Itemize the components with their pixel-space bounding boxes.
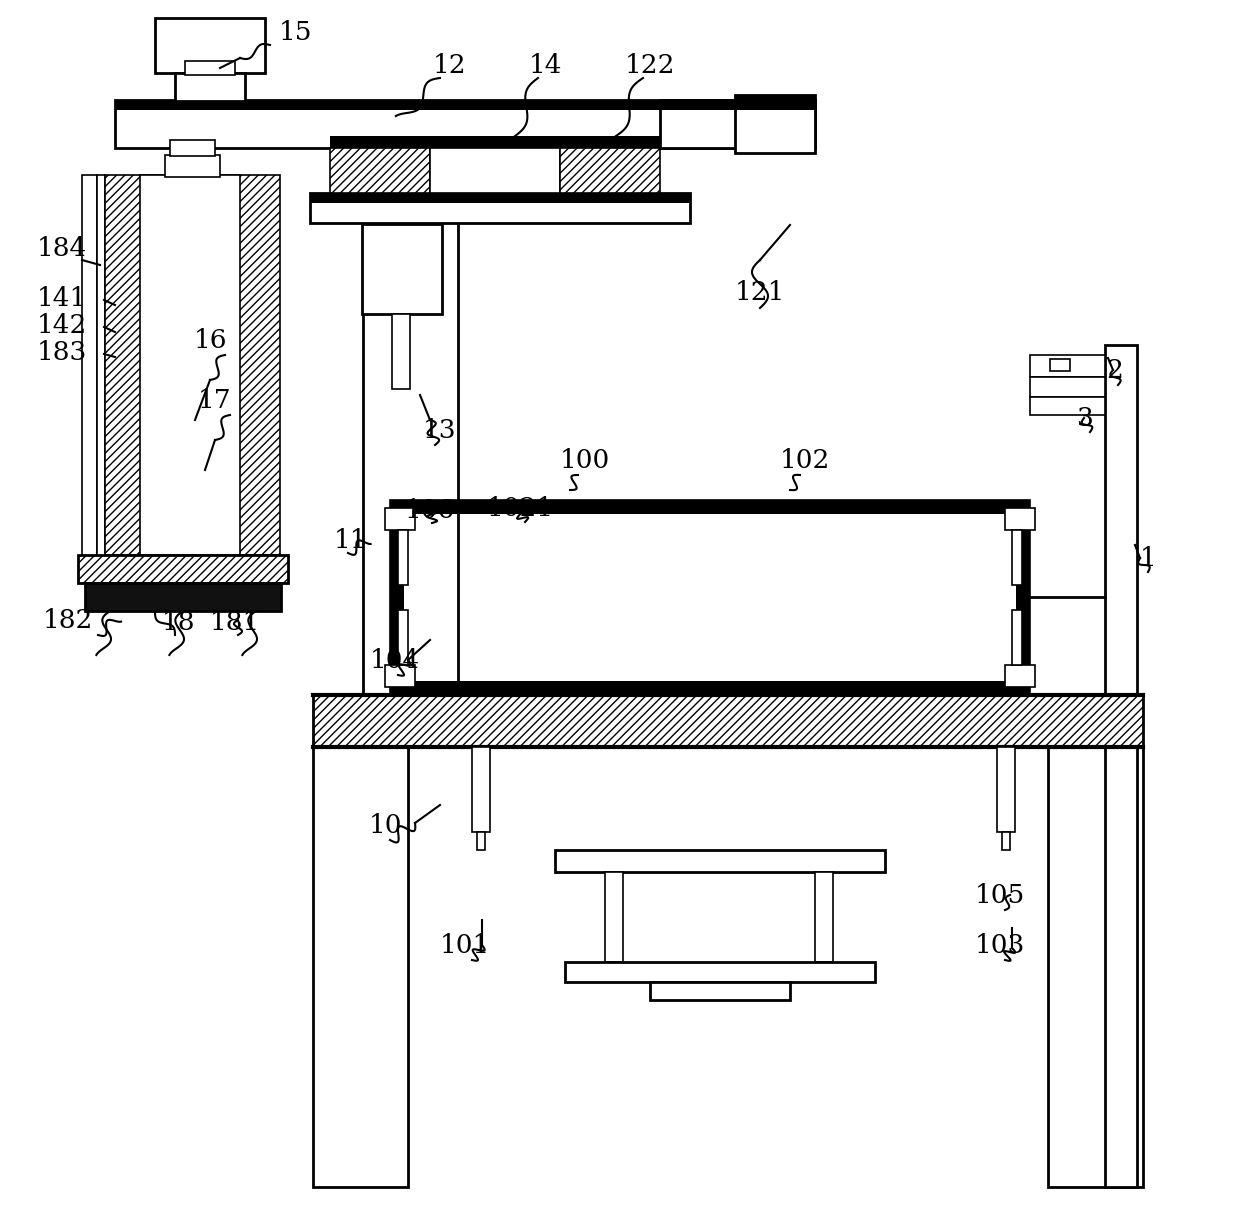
Bar [312,695,1143,747]
Text: 13: 13 [423,418,456,442]
Bar [170,140,215,156]
Bar [1004,508,1035,530]
Text: 184: 184 [37,235,87,260]
Bar [735,95,815,105]
Bar [660,100,815,110]
Bar [1012,610,1022,665]
Bar [392,314,410,389]
Bar [105,175,280,554]
Bar [78,554,288,583]
Text: 142: 142 [37,313,87,338]
Text: 121: 121 [735,280,785,304]
Bar [312,747,408,1186]
Text: 14: 14 [528,53,562,78]
Text: 12: 12 [433,53,466,78]
Text: 10: 10 [368,812,402,838]
Bar [430,148,560,193]
Text: 106: 106 [405,498,455,522]
Bar [650,982,790,1000]
Bar [362,224,441,314]
Text: 181: 181 [210,610,260,634]
Text: 3: 3 [1076,405,1094,430]
Text: 18: 18 [161,610,195,634]
Text: 11: 11 [334,527,367,552]
Text: 102: 102 [780,447,831,473]
Text: 15: 15 [278,20,311,44]
Bar [398,530,408,585]
Bar [735,95,815,153]
Bar [605,872,622,962]
Bar [97,175,105,570]
Bar [89,585,277,609]
Text: 16: 16 [193,328,227,352]
Bar [1004,665,1035,687]
Bar [560,148,660,193]
Bar [86,583,281,611]
Text: 182: 182 [43,607,93,632]
Text: 17: 17 [198,388,232,413]
Bar [1105,345,1137,1186]
Bar [140,175,241,554]
Bar [384,665,415,687]
Bar [660,100,815,148]
Bar [1030,377,1105,397]
Bar [185,62,236,75]
Bar [330,136,660,148]
Bar [310,193,689,223]
Bar [165,155,219,177]
Text: 1021: 1021 [486,495,553,520]
Bar [115,100,815,110]
Text: 1: 1 [1140,546,1157,570]
Bar [363,148,458,731]
Bar [310,193,689,203]
Bar [330,148,430,193]
Bar [175,73,246,101]
Bar [1050,359,1070,371]
Bar [815,872,833,962]
Text: 105: 105 [975,882,1025,908]
Bar [398,610,408,665]
Bar [155,18,265,73]
Bar [477,832,485,850]
Bar [82,175,97,570]
Bar [1002,832,1011,850]
Text: 100: 100 [560,447,610,473]
Bar [391,500,1030,514]
Bar [556,850,885,872]
Bar [391,681,1030,695]
Text: 103: 103 [975,933,1025,957]
Text: 104: 104 [370,648,420,673]
Text: 141: 141 [37,286,87,310]
Bar [1016,500,1030,695]
Bar [1012,530,1022,585]
Bar [997,747,1016,832]
Text: 122: 122 [625,53,676,78]
Bar [472,747,490,832]
Bar [1030,397,1105,415]
Bar [565,962,875,982]
Bar [1048,747,1143,1186]
Bar [115,100,815,148]
Bar [391,500,1030,695]
Bar [391,500,404,695]
Text: 183: 183 [37,340,87,365]
Bar [1030,355,1105,377]
Bar [384,508,415,530]
Text: 2: 2 [1106,357,1123,382]
Text: 101: 101 [440,933,490,957]
